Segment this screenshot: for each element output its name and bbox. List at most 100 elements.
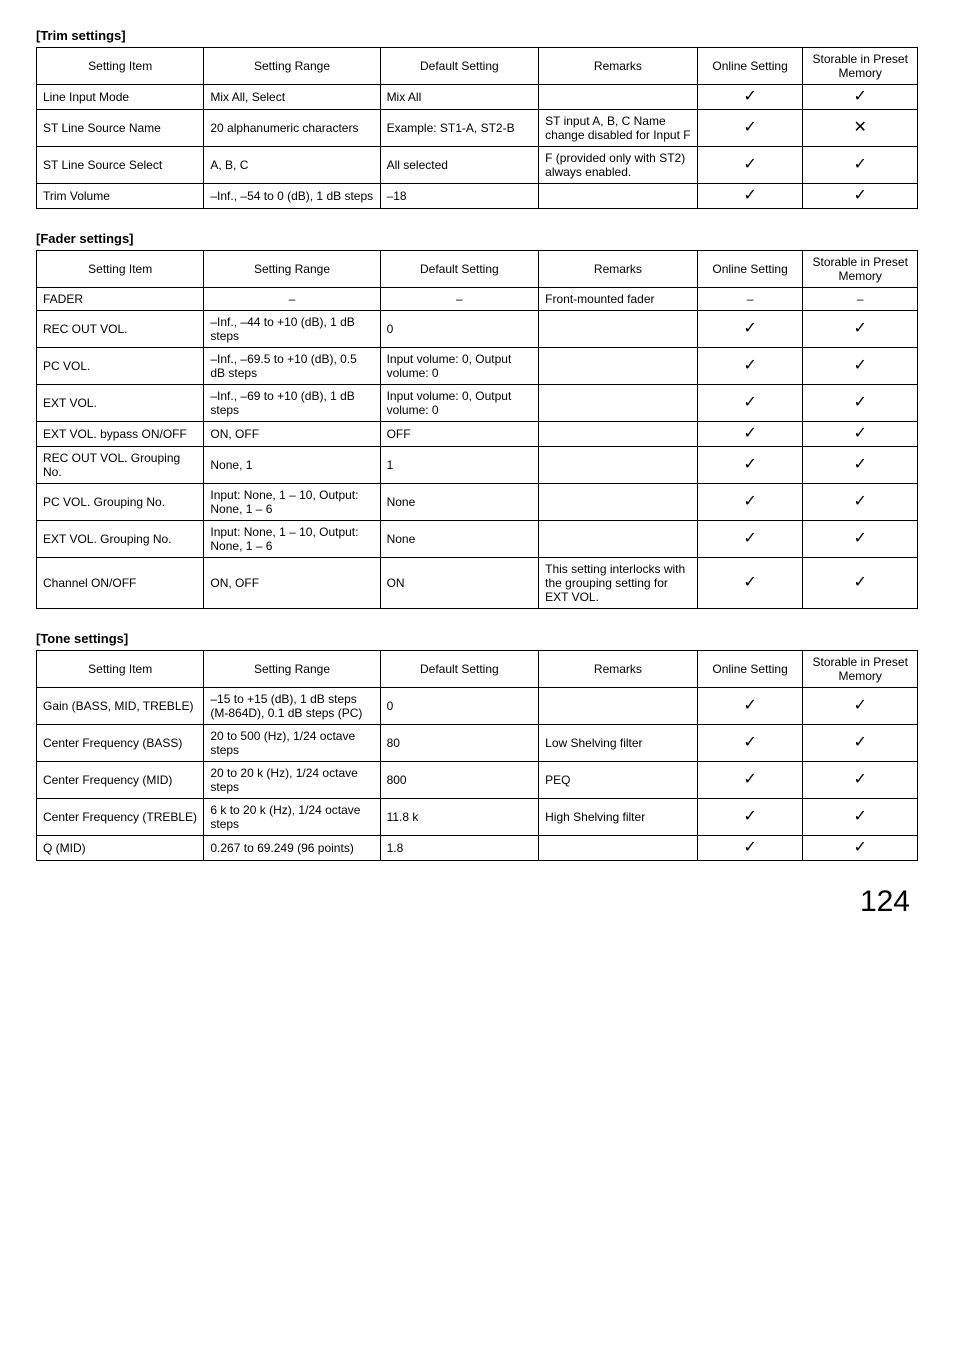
remarks [539,688,698,725]
table-row: Center Frequency (BASS)20 to 500 (Hz), 1… [37,725,918,762]
table-row: EXT VOL. Grouping No.Input: None, 1 – 10… [37,521,918,558]
default-setting: –18 [380,184,539,209]
setting-range: None, 1 [204,447,380,484]
setting-item: PC VOL. [37,348,204,385]
remarks [539,311,698,348]
section-title: [Tone settings] [36,631,918,646]
default-setting: 800 [380,762,539,799]
remarks [539,348,698,385]
settings-table: Setting ItemSetting RangeDefault Setting… [36,47,918,209]
column-header: Online Setting [697,651,803,688]
default-setting: – [380,288,539,311]
default-setting: Input volume: 0, Output volume: 0 [380,385,539,422]
remarks: This setting interlocks with the groupin… [539,558,698,609]
default-setting: ON [380,558,539,609]
table-row: PC VOL.–Inf., –69.5 to +10 (dB), 0.5 dB … [37,348,918,385]
column-header: Online Setting [697,251,803,288]
default-setting: Mix All [380,85,539,110]
remarks [539,385,698,422]
remarks: Low Shelving filter [539,725,698,762]
table-row: EXT VOL. bypass ON/OFFON, OFFOFF✓✓ [37,422,918,447]
setting-range: –15 to +15 (dB), 1 dB steps (M-864D), 0.… [204,688,380,725]
setting-range: 20 to 500 (Hz), 1/24 octave steps [204,725,380,762]
remarks [539,447,698,484]
table-row: Center Frequency (MID)20 to 20 k (Hz), 1… [37,762,918,799]
setting-range: ON, OFF [204,422,380,447]
column-header: Remarks [539,48,698,85]
settings-table: Setting ItemSetting RangeDefault Setting… [36,250,918,609]
setting-range: ON, OFF [204,558,380,609]
setting-item: EXT VOL. Grouping No. [37,521,204,558]
column-header: Remarks [539,251,698,288]
setting-item: Line Input Mode [37,85,204,110]
column-header: Remarks [539,651,698,688]
remarks [539,521,698,558]
remarks [539,836,698,861]
table-row: EXT VOL.–Inf., –69 to +10 (dB), 1 dB ste… [37,385,918,422]
setting-item: REC OUT VOL. Grouping No. [37,447,204,484]
default-setting: All selected [380,147,539,184]
setting-range: Input: None, 1 – 10, Output: None, 1 – 6 [204,484,380,521]
column-header: Default Setting [380,651,539,688]
default-setting: OFF [380,422,539,447]
remarks: ST input A, B, C Name change disabled fo… [539,110,698,147]
setting-range: –Inf., –69 to +10 (dB), 1 dB steps [204,385,380,422]
column-header: Online Setting [697,48,803,85]
setting-item: PC VOL. Grouping No. [37,484,204,521]
setting-range: Input: None, 1 – 10, Output: None, 1 – 6 [204,521,380,558]
table-row: PC VOL. Grouping No.Input: None, 1 – 10,… [37,484,918,521]
setting-range: 20 to 20 k (Hz), 1/24 octave steps [204,762,380,799]
setting-item: ST Line Source Name [37,110,204,147]
column-header: Storable in Preset Memory [803,48,918,85]
setting-range: 20 alphanumeric characters [204,110,380,147]
table-row: FADER––Front-mounted fader–– [37,288,918,311]
remarks [539,422,698,447]
column-header: Storable in Preset Memory [803,251,918,288]
setting-item: Center Frequency (MID) [37,762,204,799]
default-setting: Input volume: 0, Output volume: 0 [380,348,539,385]
remarks [539,184,698,209]
setting-range: 6 k to 20 k (Hz), 1/24 octave steps [204,799,380,836]
table-row: Center Frequency (TREBLE)6 k to 20 k (Hz… [37,799,918,836]
table-row: REC OUT VOL.–Inf., –44 to +10 (dB), 1 dB… [37,311,918,348]
setting-range: – [204,288,380,311]
section-title: [Trim settings] [36,28,918,43]
setting-item: EXT VOL. bypass ON/OFF [37,422,204,447]
default-setting: 0 [380,311,539,348]
setting-range: Mix All, Select [204,85,380,110]
table-row: Line Input ModeMix All, SelectMix All✓✓ [37,85,918,110]
setting-range: 0.267 to 69.249 (96 points) [204,836,380,861]
column-header: Setting Item [37,251,204,288]
setting-item: ST Line Source Select [37,147,204,184]
setting-range: –Inf., –44 to +10 (dB), 1 dB steps [204,311,380,348]
setting-range: –Inf., –54 to 0 (dB), 1 dB steps [204,184,380,209]
setting-range: A, B, C [204,147,380,184]
default-setting: 80 [380,725,539,762]
page-number: 124 [36,885,918,919]
remarks: F (provided only with ST2) always enable… [539,147,698,184]
column-header: Storable in Preset Memory [803,651,918,688]
setting-item: FADER [37,288,204,311]
column-header: Setting Range [204,651,380,688]
remarks [539,484,698,521]
table-row: Channel ON/OFFON, OFFONThis setting inte… [37,558,918,609]
table-row: ST Line Source Name20 alphanumeric chara… [37,110,918,147]
setting-item: EXT VOL. [37,385,204,422]
setting-item: Q (MID) [37,836,204,861]
table-row: Q (MID)0.267 to 69.249 (96 points)1.8✓✓ [37,836,918,861]
column-header: Setting Range [204,251,380,288]
default-setting: 11.8 k [380,799,539,836]
default-setting: 1.8 [380,836,539,861]
setting-item: Gain (BASS, MID, TREBLE) [37,688,204,725]
column-header: Setting Item [37,48,204,85]
default-setting: 1 [380,447,539,484]
column-header: Default Setting [380,48,539,85]
table-row: Trim Volume–Inf., –54 to 0 (dB), 1 dB st… [37,184,918,209]
remarks: Front-mounted fader [539,288,698,311]
default-setting: None [380,484,539,521]
setting-item: Trim Volume [37,184,204,209]
column-header: Setting Item [37,651,204,688]
setting-item: Center Frequency (TREBLE) [37,799,204,836]
setting-item: REC OUT VOL. [37,311,204,348]
remarks: PEQ [539,762,698,799]
